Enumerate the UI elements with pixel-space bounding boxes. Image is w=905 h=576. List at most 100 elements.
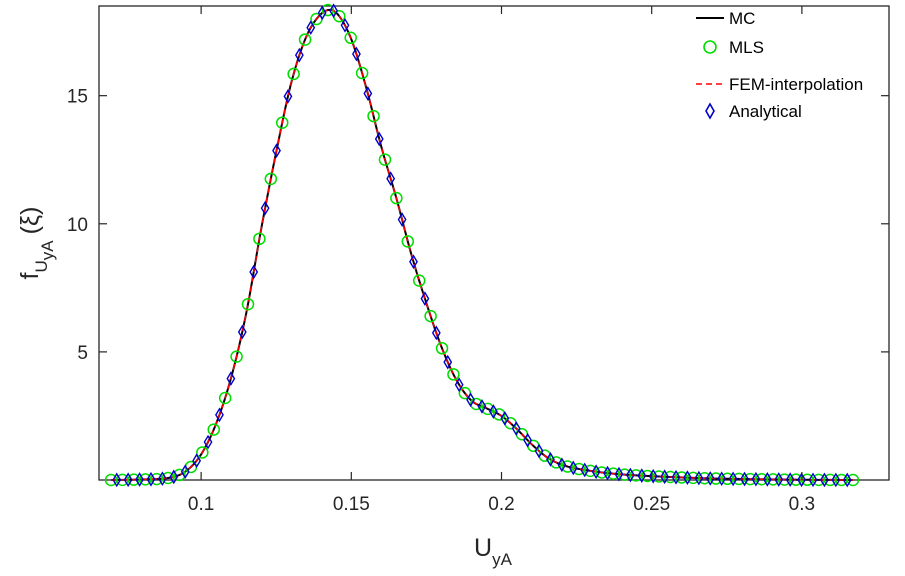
analytical-point [226, 371, 236, 386]
analytical-point [603, 465, 612, 481]
mls-point [241, 297, 255, 311]
y-tick-label: 15 [67, 87, 88, 108]
analytical-point [317, 5, 327, 21]
analytical-point [694, 470, 704, 486]
legend-fem-label: FEM-interpolation [729, 75, 863, 94]
mls-point [561, 460, 574, 473]
plot-area [98, 5, 890, 481]
data-marks [104, 3, 860, 488]
mls-point [470, 397, 483, 411]
analytical-point [637, 468, 647, 484]
analytical-point [717, 471, 727, 487]
analytical-point [192, 453, 202, 469]
analytical-point [705, 471, 715, 486]
analytical-point [157, 471, 167, 487]
mls-point [492, 408, 506, 421]
legend-mc-label: MC [729, 9, 755, 28]
y-axis-label: fUyA(ξ) [16, 207, 57, 280]
analytical-point [215, 407, 224, 423]
analytical-point [683, 470, 692, 486]
analytical-point [477, 398, 487, 414]
mls-point [367, 109, 380, 123]
legend-mls-marker [703, 40, 717, 54]
y-tick-label: 10 [67, 215, 88, 236]
analytical-point [294, 47, 304, 63]
analytical-point [797, 472, 807, 488]
analytical-point [842, 472, 852, 488]
analytical-point [454, 377, 464, 393]
analytical-point [820, 472, 829, 488]
x-tick-label: 0.1 [188, 494, 214, 515]
analytical-point [180, 464, 190, 480]
analytical-point [523, 432, 533, 448]
analytical-point [386, 171, 396, 187]
mls-point [275, 116, 289, 129]
x-tick-label: 0.3 [789, 494, 815, 515]
mls-point [447, 368, 460, 381]
legend-mls-label: MLS [729, 38, 764, 57]
analytical-point [762, 471, 772, 487]
analytical-point [546, 452, 555, 467]
mls-point [435, 342, 449, 355]
mls-point [253, 232, 266, 246]
analytical-point [831, 472, 841, 488]
mls-point [321, 3, 335, 17]
analytical-point [135, 472, 144, 487]
legend: MC MLS FEM-interpolation Analytical [696, 9, 863, 121]
analytical-point [123, 472, 133, 488]
analytical-point [500, 411, 510, 426]
x-tick-label: 0.25 [633, 494, 670, 515]
analytical-point [272, 143, 281, 158]
analytical-point [557, 457, 567, 473]
analytical-point [671, 469, 681, 485]
mls-point [424, 309, 437, 323]
analytical-point [397, 212, 407, 227]
legend-analytical-marker [705, 102, 715, 120]
analytical-point [808, 472, 818, 488]
analytical-point [660, 469, 670, 485]
analytical-point [374, 131, 384, 147]
analytical-point [352, 46, 361, 62]
y-tick-label: 5 [77, 343, 88, 364]
mls-point [196, 446, 209, 459]
analytical-point [648, 468, 658, 484]
mls-point [355, 66, 369, 80]
mls-point [390, 191, 403, 205]
analytical-point [614, 466, 624, 482]
analytical-point [306, 20, 316, 35]
mls-point [344, 31, 357, 45]
mls-point [207, 423, 220, 436]
mls-point [846, 473, 860, 487]
analytical-point [420, 291, 430, 306]
mls-point [230, 350, 243, 363]
analytical-point [340, 17, 350, 33]
analytical-point [443, 354, 453, 370]
analytical-point [591, 464, 601, 480]
analytical-point [534, 443, 544, 459]
x-tick-label: 0.15 [333, 494, 370, 515]
analytical-point [728, 471, 738, 487]
x-axis-label: UyA [474, 534, 513, 569]
analytical-point [283, 89, 293, 104]
analytical-point [466, 392, 475, 408]
mls-point [218, 391, 232, 405]
mls-point [264, 172, 278, 186]
mls-point [287, 67, 300, 81]
analytical-point [169, 469, 179, 485]
mls-point [161, 471, 175, 485]
mls-point [481, 402, 494, 416]
analytical-point [237, 324, 247, 340]
analytical-point [568, 460, 578, 476]
analytical-point [488, 404, 498, 419]
analytical-point [740, 471, 749, 487]
analytical-point [580, 462, 590, 478]
analytical-point [249, 264, 259, 280]
analytical-point [363, 86, 373, 101]
analytical-point [625, 467, 635, 483]
mls-point [173, 468, 186, 482]
analytical-point [203, 434, 213, 450]
x-tick-label: 0.2 [488, 494, 514, 515]
mls-point [412, 274, 426, 287]
analytical-point [409, 254, 418, 270]
mls-point [298, 33, 312, 46]
